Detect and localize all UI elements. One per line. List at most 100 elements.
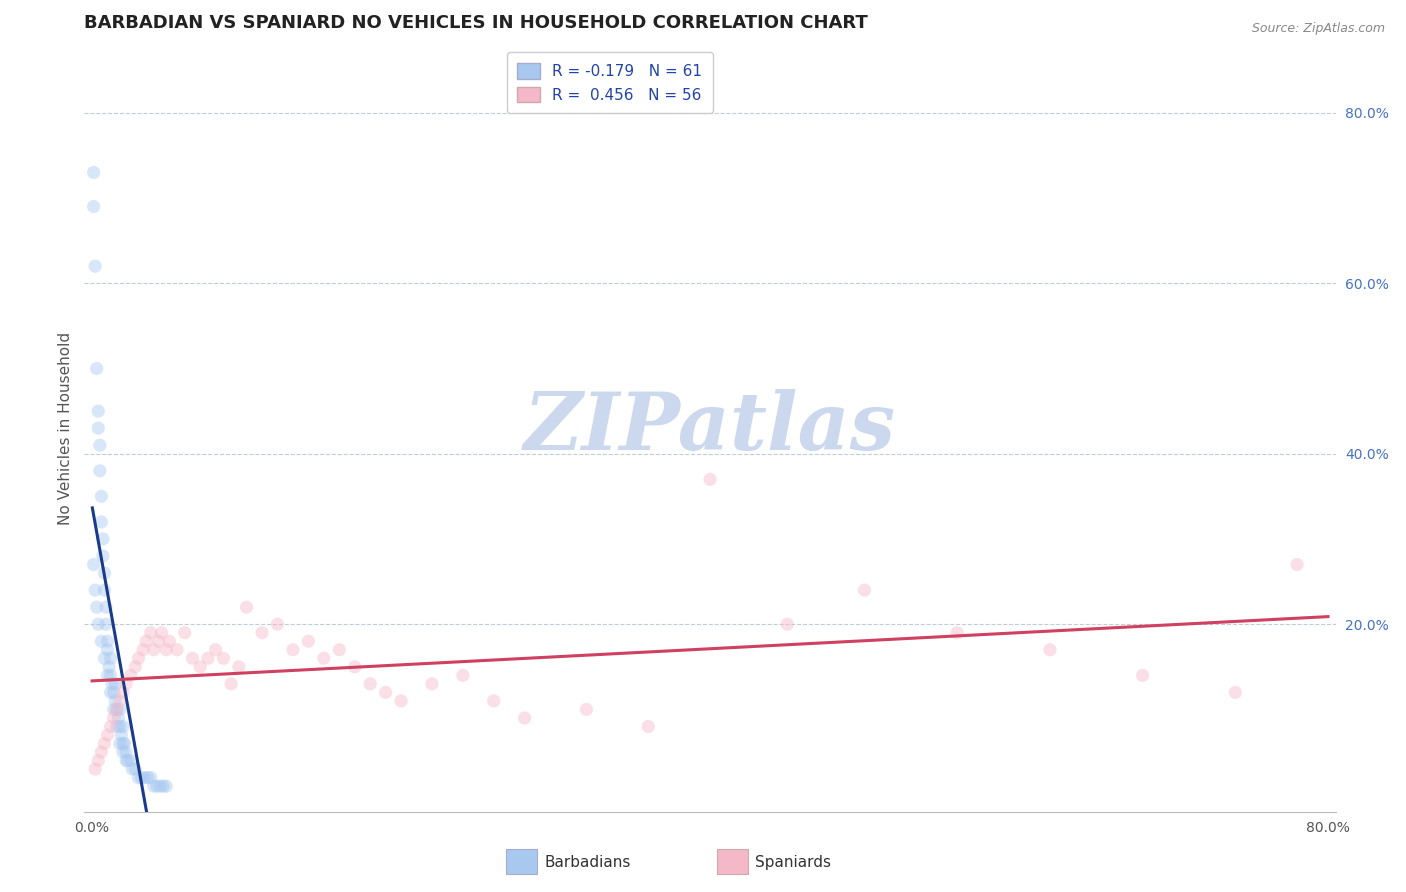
Point xyxy=(134,771,156,785)
Point xyxy=(374,685,396,699)
Point xyxy=(100,719,122,733)
Point xyxy=(86,600,108,615)
Point xyxy=(100,685,122,699)
Point xyxy=(853,583,876,598)
Point xyxy=(83,200,105,214)
Point xyxy=(343,660,366,674)
Point xyxy=(91,549,114,563)
Point xyxy=(135,634,157,648)
Point xyxy=(86,361,108,376)
Point xyxy=(104,677,127,691)
Point xyxy=(87,617,110,632)
Y-axis label: No Vehicles in Household: No Vehicles in Household xyxy=(58,332,73,524)
Point xyxy=(166,642,188,657)
Point xyxy=(115,754,138,768)
Point xyxy=(328,642,350,657)
Point xyxy=(575,702,598,716)
Point xyxy=(94,600,117,615)
Point xyxy=(297,634,319,648)
Point xyxy=(139,771,162,785)
Point xyxy=(1225,685,1247,699)
Point xyxy=(101,677,124,691)
Point xyxy=(111,737,134,751)
Point xyxy=(96,728,118,742)
Point xyxy=(946,625,969,640)
Point xyxy=(114,737,136,751)
Point xyxy=(90,489,112,503)
Text: ZIPatlas: ZIPatlas xyxy=(524,390,896,467)
Point xyxy=(132,642,155,657)
Point xyxy=(108,737,131,751)
Point xyxy=(157,634,180,648)
Point xyxy=(219,677,242,691)
Point xyxy=(142,642,165,657)
Point xyxy=(94,617,117,632)
Point xyxy=(107,711,129,725)
Point xyxy=(105,719,128,733)
Point xyxy=(1286,558,1309,572)
Point xyxy=(108,719,131,733)
Point xyxy=(451,668,474,682)
Point xyxy=(89,438,111,452)
Point xyxy=(124,660,146,674)
Point xyxy=(87,754,110,768)
Point xyxy=(87,421,110,435)
Point xyxy=(93,566,115,580)
Point xyxy=(89,464,111,478)
Point xyxy=(150,625,173,640)
Point xyxy=(513,711,536,725)
Point xyxy=(699,472,721,486)
Point xyxy=(108,702,131,716)
Text: Spaniards: Spaniards xyxy=(755,855,831,870)
Point xyxy=(117,754,139,768)
Point xyxy=(98,660,121,674)
Point xyxy=(111,745,134,759)
Point xyxy=(312,651,335,665)
Point xyxy=(108,694,131,708)
Text: BARBADIAN VS SPANIARD NO VEHICLES IN HOUSEHOLD CORRELATION CHART: BARBADIAN VS SPANIARD NO VEHICLES IN HOU… xyxy=(84,14,868,32)
Point xyxy=(105,702,128,716)
Point xyxy=(111,719,134,733)
Point xyxy=(142,779,165,793)
Point xyxy=(776,617,799,632)
Point xyxy=(1039,642,1062,657)
Point xyxy=(139,625,162,640)
Point xyxy=(105,702,128,716)
Text: Barbadians: Barbadians xyxy=(544,855,630,870)
Point xyxy=(100,668,122,682)
Point xyxy=(115,677,138,691)
Point xyxy=(90,515,112,529)
Point xyxy=(250,625,273,640)
Legend: R = -0.179   N = 61, R =  0.456   N = 56: R = -0.179 N = 61, R = 0.456 N = 56 xyxy=(506,53,713,113)
Point xyxy=(83,165,105,179)
Point xyxy=(127,651,149,665)
Point xyxy=(90,634,112,648)
Point xyxy=(173,625,195,640)
Point xyxy=(420,677,443,691)
Point xyxy=(235,600,257,615)
Point xyxy=(87,404,110,418)
Point xyxy=(100,651,122,665)
Point xyxy=(103,685,125,699)
Point xyxy=(149,779,172,793)
Point xyxy=(155,779,177,793)
Point xyxy=(359,677,381,691)
Text: Source: ZipAtlas.com: Source: ZipAtlas.com xyxy=(1251,22,1385,36)
Point xyxy=(204,642,226,657)
Point xyxy=(197,651,219,665)
Point xyxy=(212,651,235,665)
Point xyxy=(637,719,659,733)
Point xyxy=(155,642,177,657)
Point xyxy=(482,694,505,708)
Point xyxy=(84,259,107,273)
Point xyxy=(93,737,115,751)
Point xyxy=(96,634,118,648)
Point xyxy=(124,762,146,776)
Point xyxy=(121,762,143,776)
Point xyxy=(181,651,204,665)
Point xyxy=(93,583,115,598)
Point xyxy=(266,617,288,632)
Point xyxy=(148,634,170,648)
Point xyxy=(111,685,134,699)
Point xyxy=(188,660,211,674)
